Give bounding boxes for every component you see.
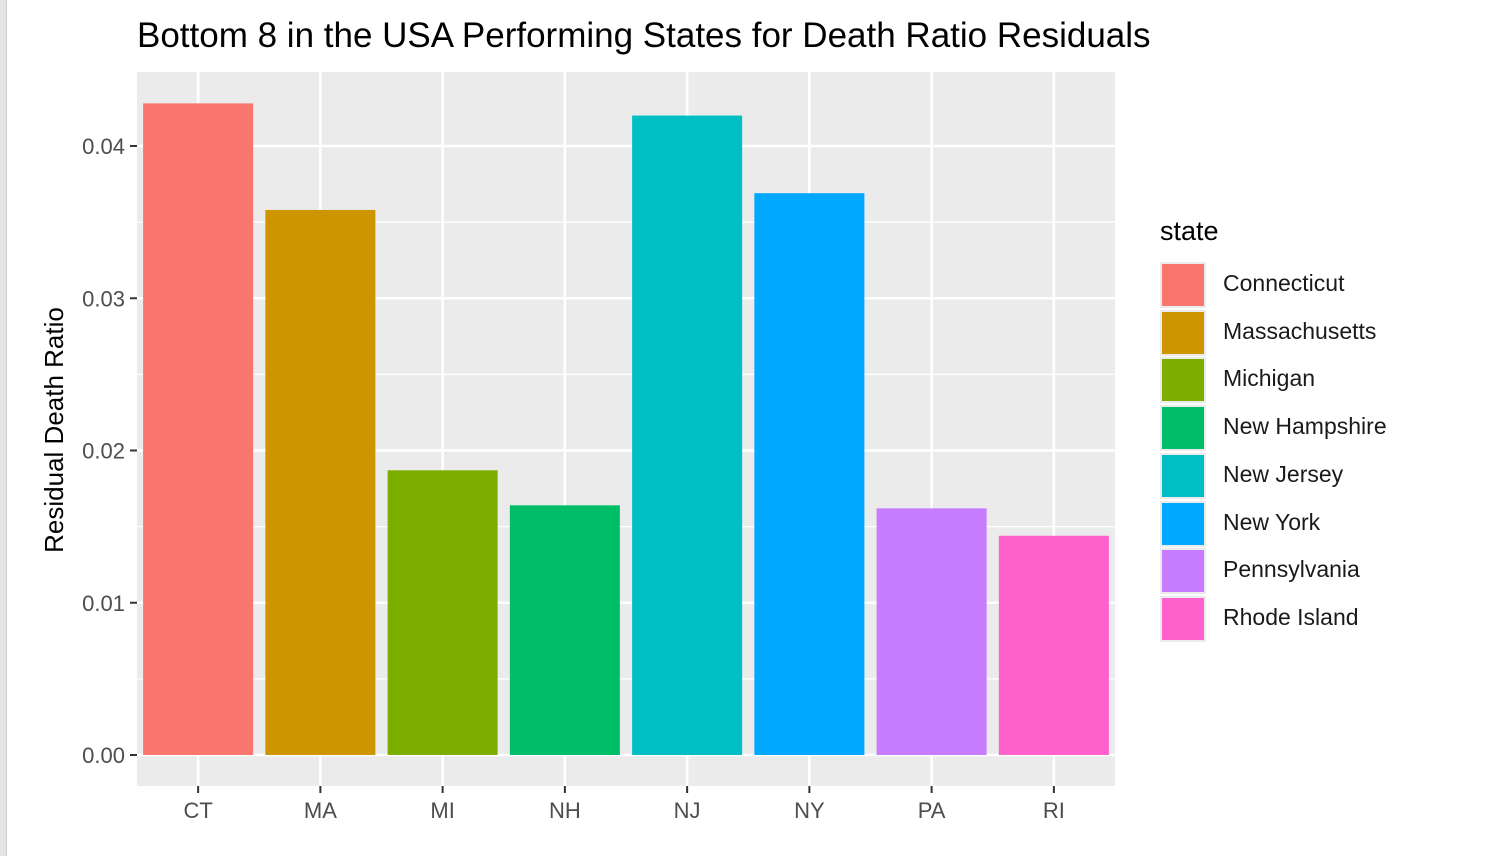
legend-label: Massachusetts [1223,317,1377,344]
x-tick-label: MI [430,798,454,823]
window-left-edge [0,0,6,856]
x-tick-label: RI [1043,798,1065,823]
legend-swatch [1162,597,1204,640]
legend-key [1160,452,1206,499]
x-tick-label: NH [549,798,581,823]
window-left-border [6,0,7,856]
legend-key [1160,309,1206,356]
x-tick-label: CT [183,798,212,823]
legend-item: Michigan [1160,356,1480,404]
bar-ri [998,535,1109,755]
x-tick-label: NJ [674,798,701,823]
x-tick-label: PA [918,798,946,823]
legend-key [1160,262,1206,308]
legend-label: Rhode Island [1223,603,1359,630]
legend-label: New Hampshire [1223,413,1387,440]
legend-swatch [1162,264,1204,306]
legend-item: New Hampshire [1160,404,1480,452]
legend-label: New Jersey [1223,460,1344,487]
bar-nj [632,115,743,756]
legend-item: New Jersey [1160,452,1480,500]
legend-title: state [1160,216,1219,246]
bar-mi [387,470,498,755]
y-tick-label: 0.03 [82,286,125,311]
bars [143,103,1109,756]
bar-ma [265,209,376,755]
chart-title: Bottom 8 in the USA Performing States fo… [137,16,1151,55]
legend-item: Connecticut [1160,261,1480,309]
y-tick-label: 0.01 [82,591,125,616]
legend-label: Michigan [1223,365,1316,392]
legend-label: Pennsylvania [1223,556,1360,583]
y-axis-label: Residual Death Ratio [39,307,69,553]
legend-key [1160,500,1206,547]
y-axis: 0.00 0.01 0.02 0.03 0.04 [82,134,137,768]
legend-label: Connecticut [1223,270,1345,296]
legend-swatch [1162,550,1204,593]
legend-key [1160,548,1206,595]
y-tick-label: 0.04 [82,134,125,159]
bar-ny [754,193,865,755]
y-tick-label: 0.02 [82,439,125,464]
legend-key [1160,357,1206,404]
legend-key [1160,405,1206,452]
legend-key [1160,595,1206,642]
legend-item: Massachusetts [1160,309,1480,357]
legend-swatch [1162,407,1204,450]
legend-swatch [1162,454,1204,497]
bar-pa [876,508,987,755]
y-tick-label: 0.00 [82,743,125,768]
legend-swatch [1162,311,1204,354]
legend-item: New York [1160,500,1480,548]
legend-swatch [1162,359,1204,402]
x-tick-label: MA [304,798,337,823]
bar-ct [143,103,254,756]
legend-swatch [1162,502,1204,545]
legend-item: Rhode Island [1160,595,1480,643]
x-axis: CT MA MI NH NJ NY PA RI [183,786,1065,823]
bar-nh [509,505,620,755]
legend-item: Pennsylvania [1160,547,1480,595]
legend-label: New York [1223,508,1321,535]
x-tick-label: NY [794,798,825,823]
